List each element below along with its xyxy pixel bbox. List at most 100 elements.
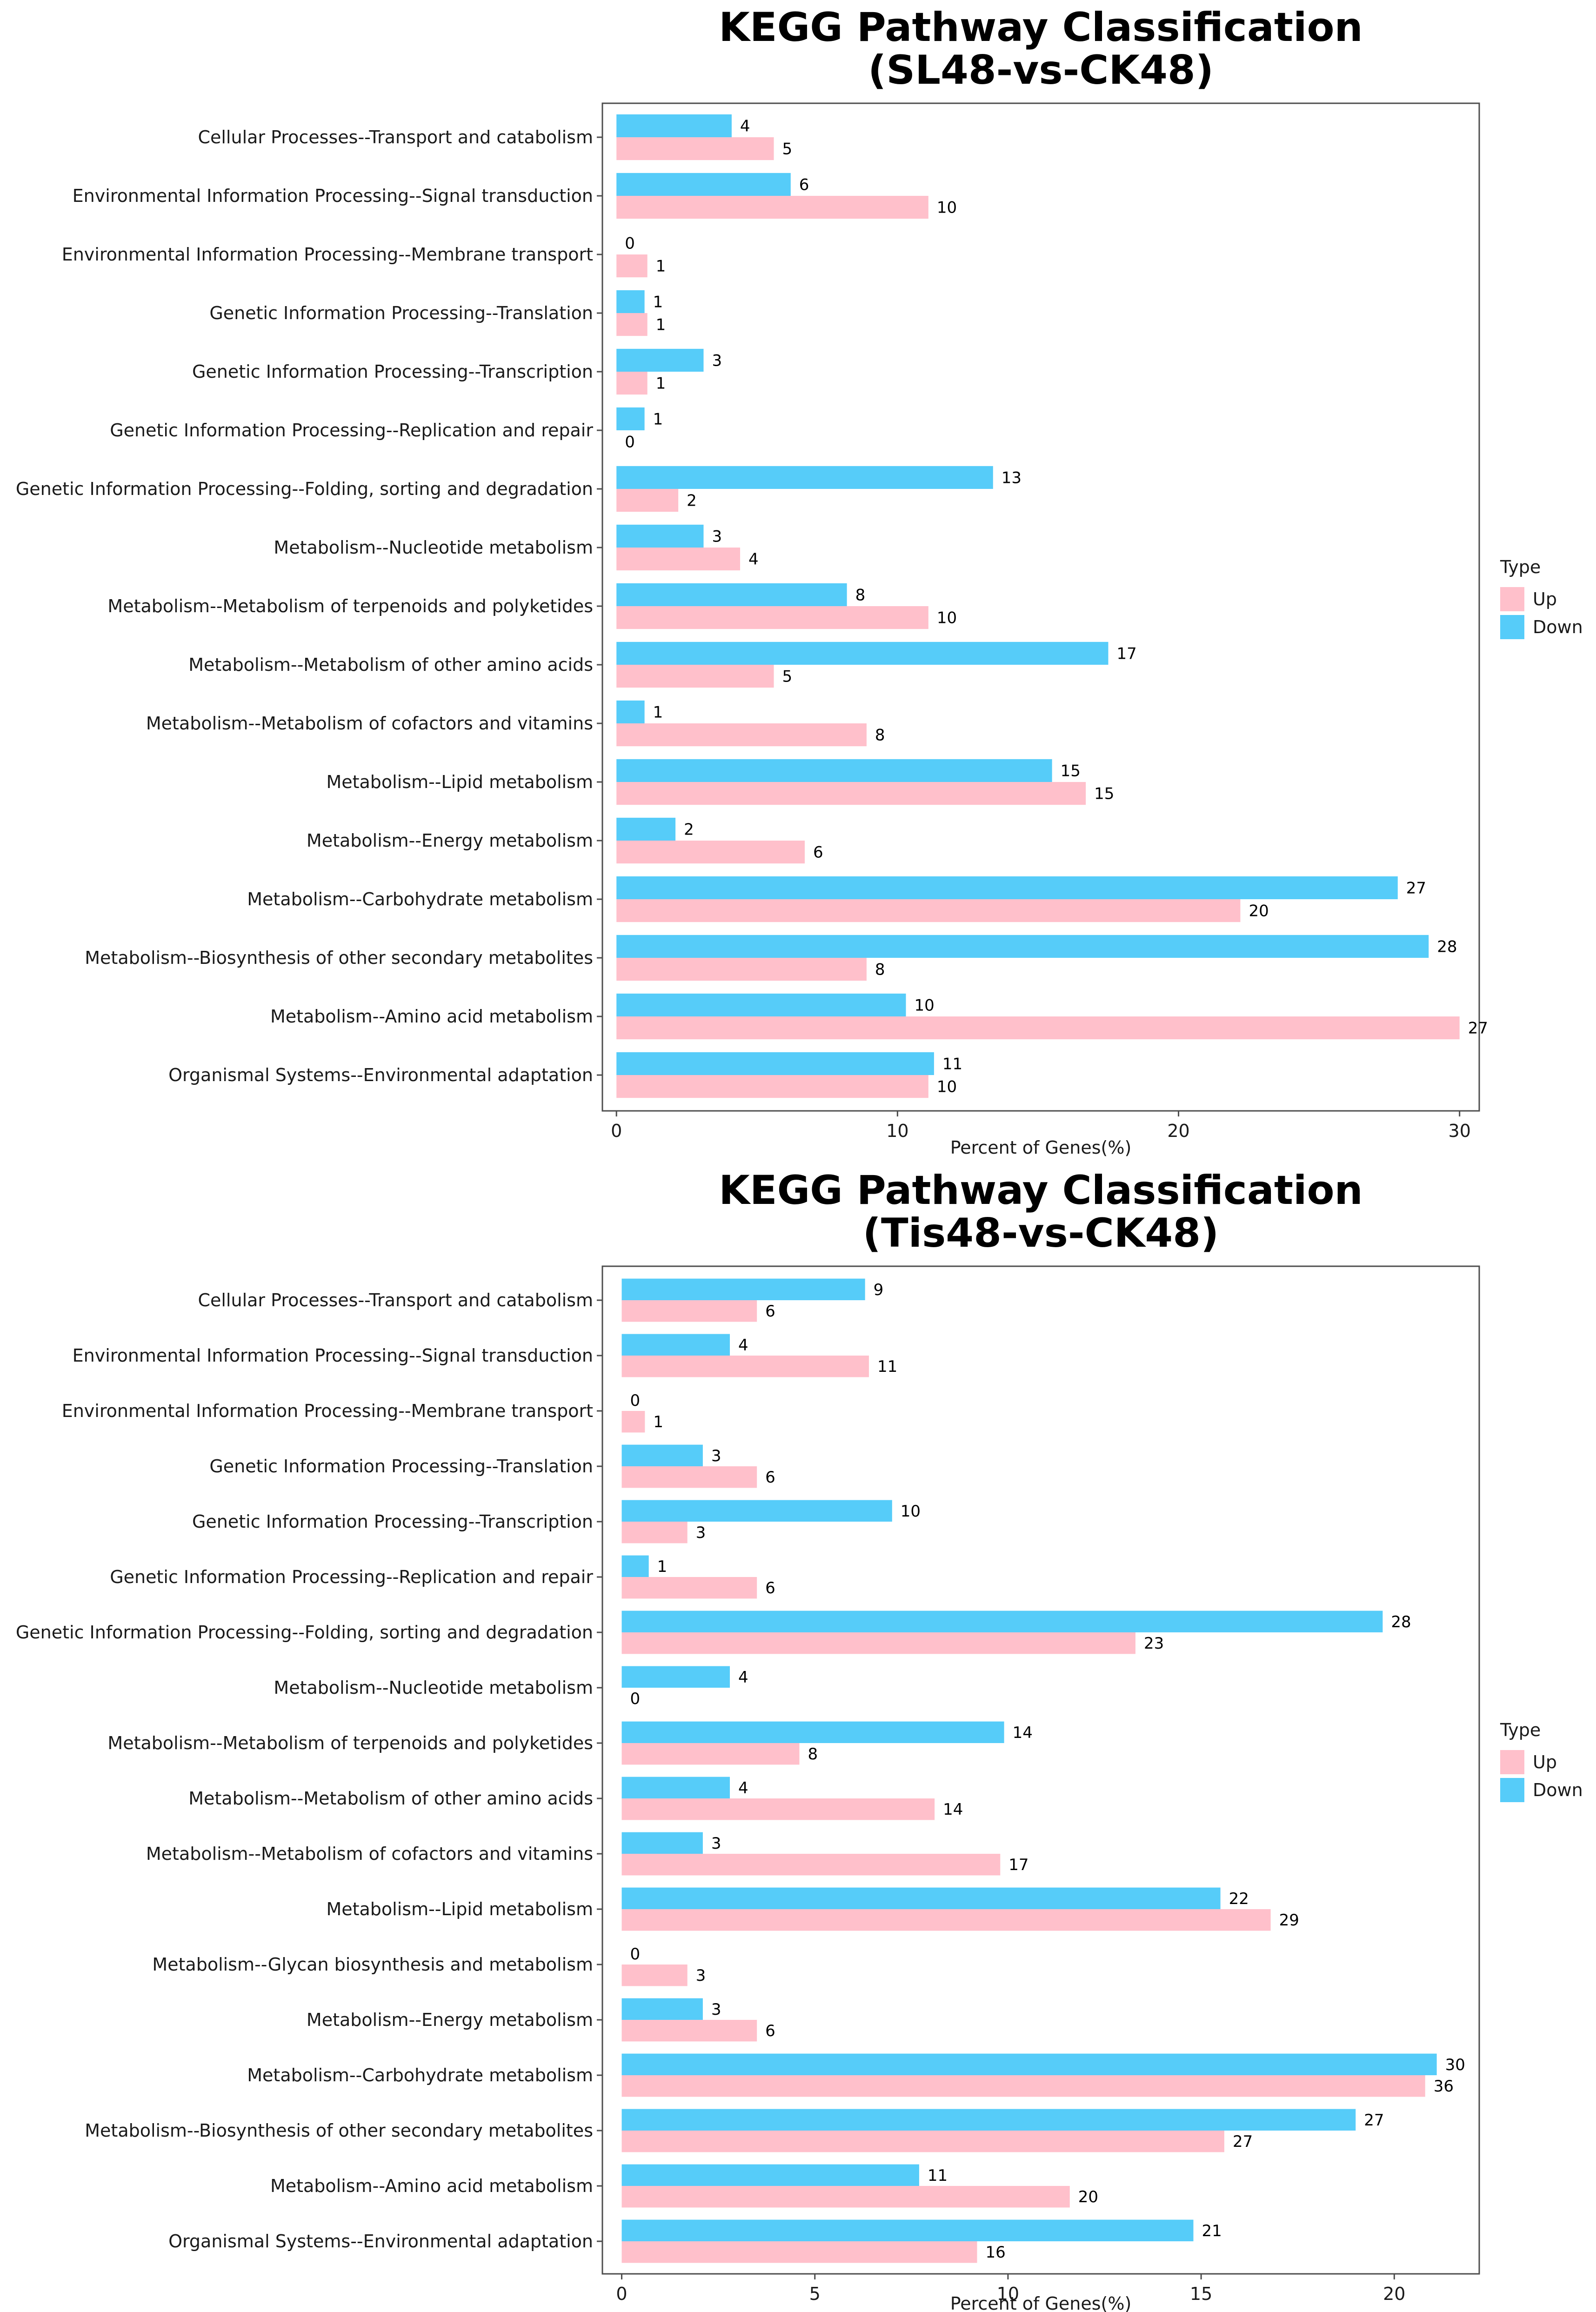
category-label: Metabolism--Amino acid metabolism <box>270 1006 593 1027</box>
bar-down <box>616 407 645 430</box>
legend-label-down: Down <box>1533 1780 1583 1800</box>
bar-down <box>621 1610 1383 1632</box>
category-label: Metabolism--Lipid metabolism <box>326 772 593 792</box>
x-tick-label: 5 <box>809 2284 821 2304</box>
bar-value-label: 2 <box>687 492 697 510</box>
category-label: Metabolism--Nucleotide metabolism <box>274 1677 593 1698</box>
bar-value-label: 2 <box>684 820 694 839</box>
bar-down <box>621 1998 703 2020</box>
bar-value-label: 1 <box>653 293 663 311</box>
bar-up <box>621 2020 757 2042</box>
bar-value-label: 0 <box>630 1945 641 1964</box>
chart-panel-2: KEGG Pathway Classification(Tis48-vs-CK4… <box>16 1167 1583 2312</box>
bar-value-label: 6 <box>813 843 823 862</box>
bar-down <box>621 1555 649 1577</box>
bar-down <box>616 876 1398 899</box>
bar-up <box>621 1466 757 1488</box>
bar-down <box>621 1500 892 1522</box>
bar-up <box>616 606 928 629</box>
bar-value-label: 6 <box>799 175 809 194</box>
legend-swatch-down <box>1500 615 1524 639</box>
bar-value-label: 1 <box>653 703 663 722</box>
legend-label-up: Up <box>1533 589 1557 609</box>
bar-value-label: 1 <box>656 316 666 334</box>
bar-down <box>621 2053 1437 2075</box>
bar-up <box>621 1632 1135 1654</box>
bar-down <box>616 466 993 489</box>
bar-down <box>616 348 704 372</box>
bar-value-label: 4 <box>738 1336 748 1355</box>
bar-value-label: 6 <box>765 2022 775 2040</box>
bar-up <box>616 723 867 747</box>
bar-up <box>616 665 774 688</box>
bar-value-label: 23 <box>1144 1634 1164 1653</box>
bar-up <box>621 1743 800 1765</box>
chart-panel-1: KEGG Pathway Classification(SL48-vs-CK48… <box>16 4 1583 1158</box>
bar-down <box>621 1666 730 1688</box>
bar-up <box>616 548 741 571</box>
category-label: Genetic Information Processing--Translat… <box>209 303 593 323</box>
bar-down <box>621 2219 1194 2241</box>
bar-up <box>621 2186 1070 2208</box>
bar-up <box>616 782 1086 805</box>
bar-up <box>621 1854 1001 1876</box>
bar-up <box>621 1522 688 1544</box>
bar-value-label: 1 <box>653 1413 663 1431</box>
category-label: Genetic Information Processing--Replicat… <box>110 1567 593 1587</box>
bar-value-label: 1 <box>656 374 666 393</box>
category-label: Metabolism--Energy metabolism <box>307 2010 593 2030</box>
category-label: Metabolism--Metabolism of terpenoids and… <box>107 1733 593 1753</box>
bar-up <box>616 137 774 160</box>
bar-up <box>621 1909 1271 1931</box>
bar-up <box>616 899 1241 922</box>
category-label: Metabolism--Carbohydrate metabolism <box>247 2065 593 2085</box>
bar-value-label: 9 <box>874 1281 884 1299</box>
bar-up <box>621 2131 1224 2152</box>
legend-title: Type <box>1500 557 1541 577</box>
bar-value-label: 8 <box>875 726 885 745</box>
x-tick-label: 15 <box>1190 2284 1212 2304</box>
bar-value-label: 28 <box>1437 937 1457 956</box>
category-label: Metabolism--Biosynthesis of other second… <box>85 948 593 968</box>
bar-value-label: 15 <box>1061 762 1081 780</box>
bar-value-label: 29 <box>1279 1911 1299 1930</box>
plot-frame <box>601 1265 1480 2275</box>
x-tick-label: 0 <box>616 2284 627 2304</box>
bar-value-label: 4 <box>740 117 750 135</box>
bar-up <box>616 313 648 336</box>
bar-value-label: 4 <box>738 1779 748 1797</box>
bar-value-label: 14 <box>1013 1724 1033 1742</box>
legend-title: Type <box>1500 1720 1541 1740</box>
bar-up <box>616 1016 1460 1040</box>
category-label: Organismal Systems--Environmental adapta… <box>168 2231 593 2252</box>
bar-value-label: 8 <box>808 1745 818 1764</box>
category-label: Genetic Information Processing--Replicat… <box>110 420 593 441</box>
bar-value-label: 11 <box>928 2166 948 2185</box>
chart-title-line: (Tis48-vs-CK48) <box>863 1210 1219 1256</box>
bar-value-label: 11 <box>942 1055 962 1073</box>
category-label: Genetic Information Processing--Transcri… <box>192 1511 593 1532</box>
bar-value-label: 0 <box>625 433 635 452</box>
bar-up <box>621 1300 757 1322</box>
bar-value-label: 22 <box>1229 1890 1249 1908</box>
bar-value-label: 10 <box>915 996 935 1015</box>
bar-value-label: 5 <box>782 668 793 686</box>
bar-up <box>616 489 679 512</box>
bar-value-label: 3 <box>696 1966 706 1985</box>
bar-value-label: 1 <box>657 1557 668 1576</box>
bar-value-label: 27 <box>1406 879 1426 897</box>
bar-value-label: 27 <box>1364 2111 1384 2130</box>
bar-down <box>616 641 1109 665</box>
bar-down <box>616 993 906 1016</box>
category-label: Genetic Information Processing--Translat… <box>209 1456 593 1477</box>
bar-up <box>621 1965 688 1986</box>
bar-down <box>621 1334 730 1356</box>
bar-value-label: 8 <box>875 961 885 979</box>
bar-value-label: 17 <box>1117 644 1137 663</box>
legend-swatch-up <box>1500 587 1524 611</box>
bar-up <box>621 2075 1425 2097</box>
bar-up <box>621 1356 869 1377</box>
category-label: Metabolism--Amino acid metabolism <box>270 2176 593 2196</box>
bar-value-label: 10 <box>937 1078 957 1096</box>
